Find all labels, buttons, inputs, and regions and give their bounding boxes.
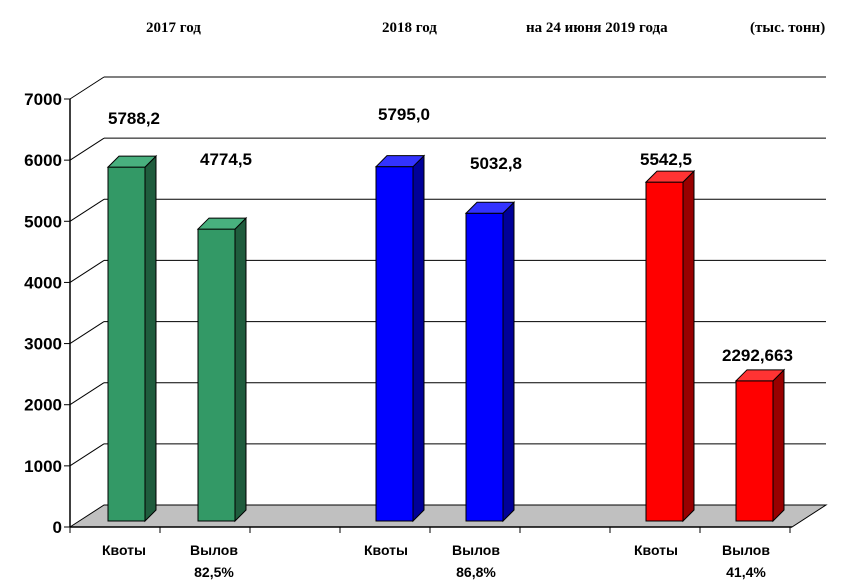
category-label: Квоты [364, 542, 408, 558]
percent-label: 86,8% [456, 564, 496, 580]
header-2019: на 24 июня 2019 года [526, 20, 668, 36]
bar-вылов [464, 201, 516, 523]
bar-top [644, 170, 696, 183]
y-tick-label: 3000 [24, 335, 62, 354]
data-label: 2292,663 [722, 346, 793, 365]
bar-квоты [644, 169, 696, 523]
bar-top [374, 155, 426, 168]
bar-front [735, 380, 774, 522]
labels: 5788,2 Квоты 4774,5 Вылов 82,5% 5795,0 Квоты 50… [102, 105, 793, 580]
y-tick-label: 7000 [24, 90, 62, 109]
header-2017: 2017 год [146, 20, 201, 36]
y-tick-label: 5000 [24, 212, 62, 231]
y-tick-label: 4000 [24, 273, 62, 292]
bars [106, 154, 786, 523]
category-label: Вылов [722, 542, 770, 558]
chart-floor [68, 504, 828, 528]
bar-вылов [196, 216, 248, 523]
bar-side [502, 201, 515, 523]
grid-connector [69, 260, 105, 283]
bar-top [464, 201, 516, 214]
bar-side [412, 154, 425, 523]
data-label: 4774,5 [200, 150, 252, 169]
bar-квоты [374, 154, 426, 523]
grid-connector [69, 321, 105, 344]
category-label: Квоты [102, 542, 146, 558]
data-label: 5032,8 [470, 154, 522, 173]
bar-top [734, 369, 786, 382]
y-tick-label: 2000 [24, 396, 62, 415]
bar-side [772, 368, 785, 523]
header-2018: 2018 год [382, 20, 437, 36]
bar-top [196, 217, 248, 230]
y-tick-label: 0 [53, 518, 62, 537]
data-label: 5542,5 [640, 150, 692, 169]
bar-side [234, 216, 247, 523]
bar-front [465, 212, 504, 522]
bar-квоты [106, 154, 158, 523]
data-label: 5788,2 [108, 109, 160, 128]
category-label: Квоты [634, 542, 678, 558]
grid-connector [69, 198, 105, 222]
category-label: Вылов [190, 542, 238, 558]
grid-connector [69, 382, 105, 406]
category-label: Вылов [452, 542, 500, 558]
bar-вылов [734, 368, 786, 523]
bar-side [682, 169, 695, 523]
y-tick-label: 1000 [24, 457, 62, 476]
bar-side [144, 154, 157, 523]
grid-connector [69, 443, 105, 467]
grid-connector [69, 137, 105, 161]
y-tick-label: 6000 [24, 151, 62, 170]
header-unit: (тыс. тонн) [750, 20, 825, 36]
bar-top [106, 155, 158, 168]
bar-front [197, 228, 236, 522]
grid-connector [69, 76, 105, 100]
data-label: 5795,0 [378, 105, 430, 124]
percent-label: 41,4% [726, 564, 766, 580]
bar-front [645, 181, 684, 522]
percent-label: 82,5% [194, 564, 234, 580]
bar-front [107, 166, 146, 522]
bar-front [375, 166, 414, 522]
